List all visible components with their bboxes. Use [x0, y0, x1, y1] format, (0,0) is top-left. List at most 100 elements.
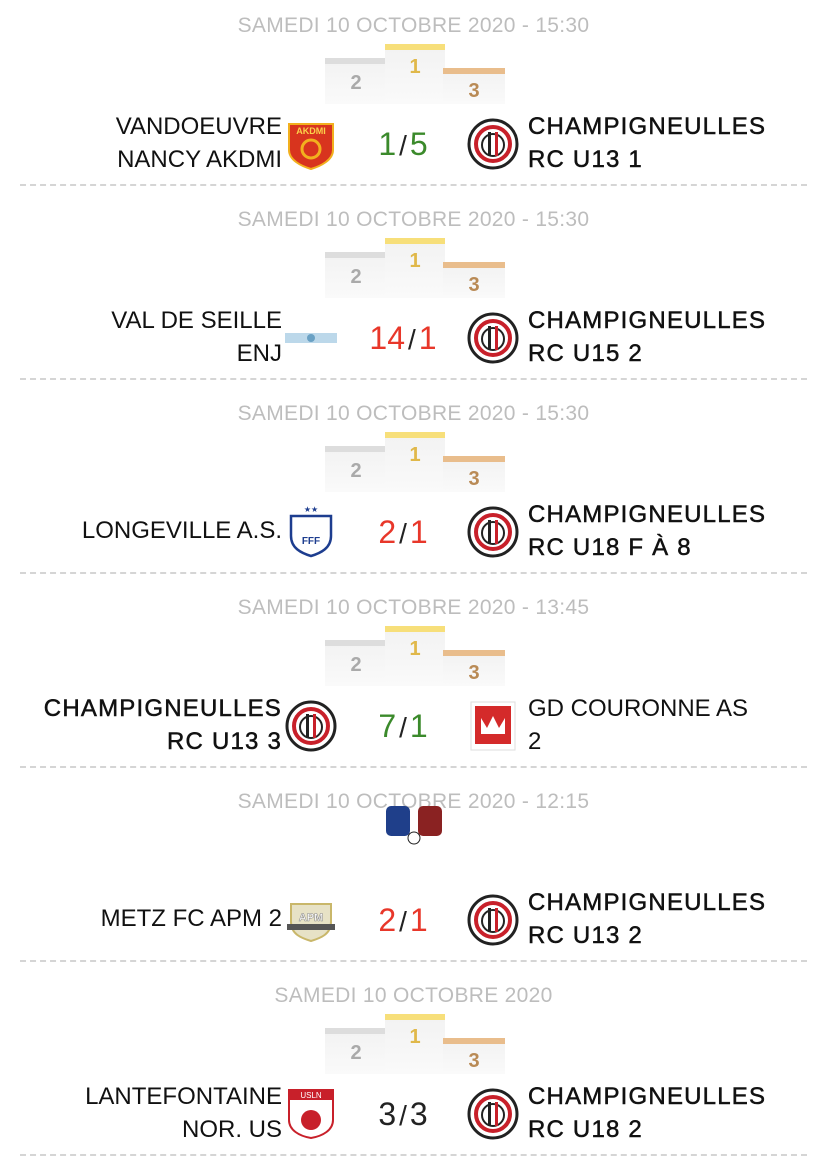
- away-team-line: RC U18 F À 8: [528, 534, 692, 562]
- home-logo-icon: [285, 312, 337, 364]
- svg-text:FFF: FFF: [302, 536, 320, 547]
- away-team-line: GD COURONNE AS: [528, 695, 749, 722]
- match-row: VAL DE SEILLE ENJ 14/1 CHAMPIGNEULLES RC U…: [0, 304, 819, 372]
- match-item[interactable]: SAMEDI 10 OCTOBRE 2020 2 1 3 LANTEFONTAINE N…: [0, 970, 819, 1164]
- score: 2/1: [343, 514, 463, 551]
- home-team-line: CHAMPIGNEULLES: [43, 695, 282, 723]
- home-team-line: VANDOEUVRE: [115, 113, 282, 140]
- away-logo-icon: [467, 1088, 519, 1140]
- home-team-line: RC U13 3: [167, 728, 282, 756]
- score-separator: /: [399, 906, 407, 937]
- score: 7/1: [343, 708, 463, 745]
- away-team[interactable]: CHAMPIGNEULLES RC U15 2: [528, 304, 766, 370]
- score: 3/3: [343, 1096, 463, 1133]
- home-team[interactable]: LANTEFONTAINE NOR. US: [85, 1080, 282, 1146]
- score: 2/1: [343, 902, 463, 939]
- away-team-line: RC U18 2: [528, 1116, 643, 1144]
- match-date: SAMEDI 10 OCTOBRE 2020 - 12:15: [237, 790, 590, 813]
- home-team[interactable]: METZ FC APM 2: [101, 902, 282, 935]
- away-score: 1: [409, 708, 428, 744]
- home-logo-icon: ★★ FFF: [285, 505, 337, 558]
- match-row: METZ FC APM 2 APM 2/1 CHAMPIGNEULLES RC U…: [0, 886, 819, 954]
- away-team-line: CHAMPIGNEULLES: [528, 501, 767, 529]
- away-team-line: 2: [528, 728, 542, 755]
- home-score: 1: [378, 126, 397, 162]
- match-row: VANDOEUVRE NANCY AKDMI AKDMI 1/5 CHAMPIGN…: [0, 110, 819, 178]
- away-score: 1: [409, 902, 428, 938]
- score-separator: /: [399, 1100, 407, 1131]
- away-team-line: CHAMPIGNEULLES: [528, 889, 767, 917]
- divider: [20, 572, 807, 574]
- match-date: SAMEDI 10 OCTOBRE 2020 - 13:45: [237, 596, 590, 619]
- home-team-line: LANTEFONTAINE: [85, 1083, 282, 1110]
- match-item[interactable]: SAMEDI 10 OCTOBRE 2020 - 15:30 2 1 3 VAL DE…: [0, 194, 819, 388]
- home-score: 14: [369, 320, 405, 356]
- match-item[interactable]: SAMEDI 10 OCTOBRE 2020 - 15:30 2 1 3 VANDOE…: [0, 0, 819, 194]
- match-item[interactable]: SAMEDI 10 OCTOBRE 2020 - 15:30 2 1 3 LONGEV…: [0, 388, 819, 582]
- home-logo-icon: USLN: [285, 1088, 337, 1140]
- score-separator: /: [408, 324, 416, 355]
- match-date: SAMEDI 10 OCTOBRE 2020: [274, 984, 553, 1007]
- home-logo-icon: APM: [285, 894, 337, 946]
- svg-text:APM: APM: [299, 912, 323, 924]
- away-logo-icon: [467, 506, 519, 558]
- home-team-line: NOR. US: [181, 1116, 282, 1143]
- home-team[interactable]: LONGEVILLE A.S.: [82, 514, 282, 547]
- match-row: LANTEFONTAINE NOR. US USLN 3/3 CHAMPIGNEU…: [0, 1080, 819, 1148]
- fists-icon: [386, 806, 442, 845]
- divider: [20, 378, 807, 380]
- match-row: LONGEVILLE A.S. ★★ FFF 2/1 CHAMPIGNEULLES…: [0, 498, 819, 566]
- away-team-line: RC U13 2: [528, 922, 643, 950]
- divider: [20, 960, 807, 962]
- divider: [20, 184, 807, 186]
- score-separator: /: [399, 130, 407, 161]
- away-team[interactable]: CHAMPIGNEULLES RC U13 2: [528, 886, 766, 952]
- home-team[interactable]: VANDOEUVRE NANCY AKDMI: [116, 110, 282, 176]
- home-team[interactable]: VAL DE SEILLE ENJ: [111, 304, 282, 370]
- home-score: 7: [378, 708, 397, 744]
- match-row: CHAMPIGNEULLES RC U13 3 7/1 GD COURONNE A…: [0, 692, 819, 760]
- home-team-line: ENJ: [236, 340, 282, 367]
- away-score: 1: [418, 320, 437, 356]
- score: 14/1: [343, 320, 463, 357]
- divider: [20, 1154, 807, 1156]
- divider: [20, 766, 807, 768]
- home-score: 2: [378, 902, 397, 938]
- home-team[interactable]: CHAMPIGNEULLES RC U13 3: [44, 692, 282, 758]
- away-team[interactable]: CHAMPIGNEULLES RC U18 2: [528, 1080, 766, 1146]
- home-team-line: LONGEVILLE A.S.: [81, 517, 282, 544]
- home-logo-icon: AKDMI: [285, 118, 337, 171]
- away-logo-icon: [467, 700, 519, 752]
- match-item[interactable]: SAMEDI 10 OCTOBRE 2020 - 12:15 METZ FC A…: [0, 776, 819, 970]
- away-score: 5: [409, 126, 428, 162]
- home-team-line: VAL DE SEILLE: [111, 307, 282, 334]
- away-score: 1: [409, 514, 428, 550]
- match-item[interactable]: SAMEDI 10 OCTOBRE 2020 - 13:45 2 1 3 CHAMPI…: [0, 582, 819, 776]
- away-team-line: CHAMPIGNEULLES: [528, 1083, 767, 1111]
- score: 1/5: [343, 126, 463, 163]
- home-score: 2: [378, 514, 397, 550]
- home-logo-icon: [285, 700, 337, 752]
- score-separator: /: [399, 518, 407, 549]
- away-team-line: RC U15 2: [528, 340, 643, 368]
- score-separator: /: [399, 712, 407, 743]
- away-logo-icon: [467, 118, 519, 170]
- svg-text:★★: ★★: [304, 506, 318, 514]
- home-team-line: METZ FC APM 2: [100, 905, 282, 932]
- home-score: 3: [378, 1096, 397, 1132]
- away-team[interactable]: GD COURONNE AS 2: [528, 692, 748, 758]
- away-team-line: CHAMPIGNEULLES: [528, 307, 767, 335]
- svg-text:USLN: USLN: [300, 1091, 322, 1100]
- match-date: SAMEDI 10 OCTOBRE 2020 - 15:30: [237, 402, 590, 425]
- match-date: SAMEDI 10 OCTOBRE 2020 - 15:30: [237, 208, 590, 231]
- away-team[interactable]: CHAMPIGNEULLES RC U18 F À 8: [528, 498, 766, 564]
- away-logo-icon: [467, 312, 519, 364]
- home-team-line: NANCY AKDMI: [117, 146, 282, 173]
- away-team[interactable]: CHAMPIGNEULLES RC U13 1: [528, 110, 766, 176]
